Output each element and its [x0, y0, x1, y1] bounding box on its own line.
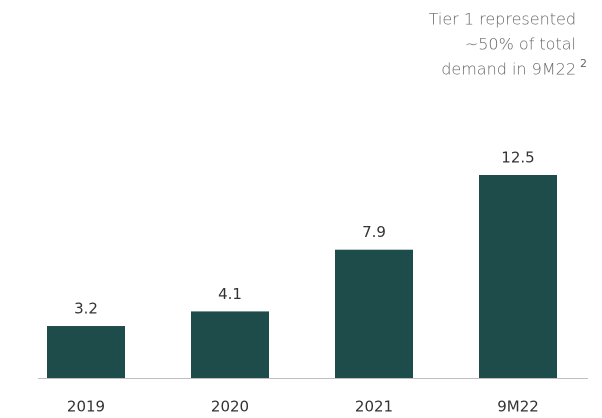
bar	[335, 249, 413, 378]
x-tick-label: 2019	[67, 398, 105, 416]
x-tick-label: 2020	[211, 398, 249, 416]
x-tick-label: 2021	[355, 398, 393, 416]
value-label: 7.9	[362, 223, 386, 241]
annotation-line: ~50% of total	[465, 35, 576, 54]
annotation-line: demand in 9M22	[441, 60, 576, 79]
bar	[47, 326, 125, 378]
bar	[479, 175, 557, 378]
value-label: 4.1	[218, 285, 242, 303]
annotation-footnote: 2	[580, 57, 587, 70]
x-tick-label: 9M22	[497, 398, 539, 416]
value-label: 3.2	[74, 300, 98, 318]
bar	[191, 311, 269, 378]
value-label: 12.5	[501, 149, 534, 167]
annotation-line: Tier 1 represented	[429, 10, 576, 29]
